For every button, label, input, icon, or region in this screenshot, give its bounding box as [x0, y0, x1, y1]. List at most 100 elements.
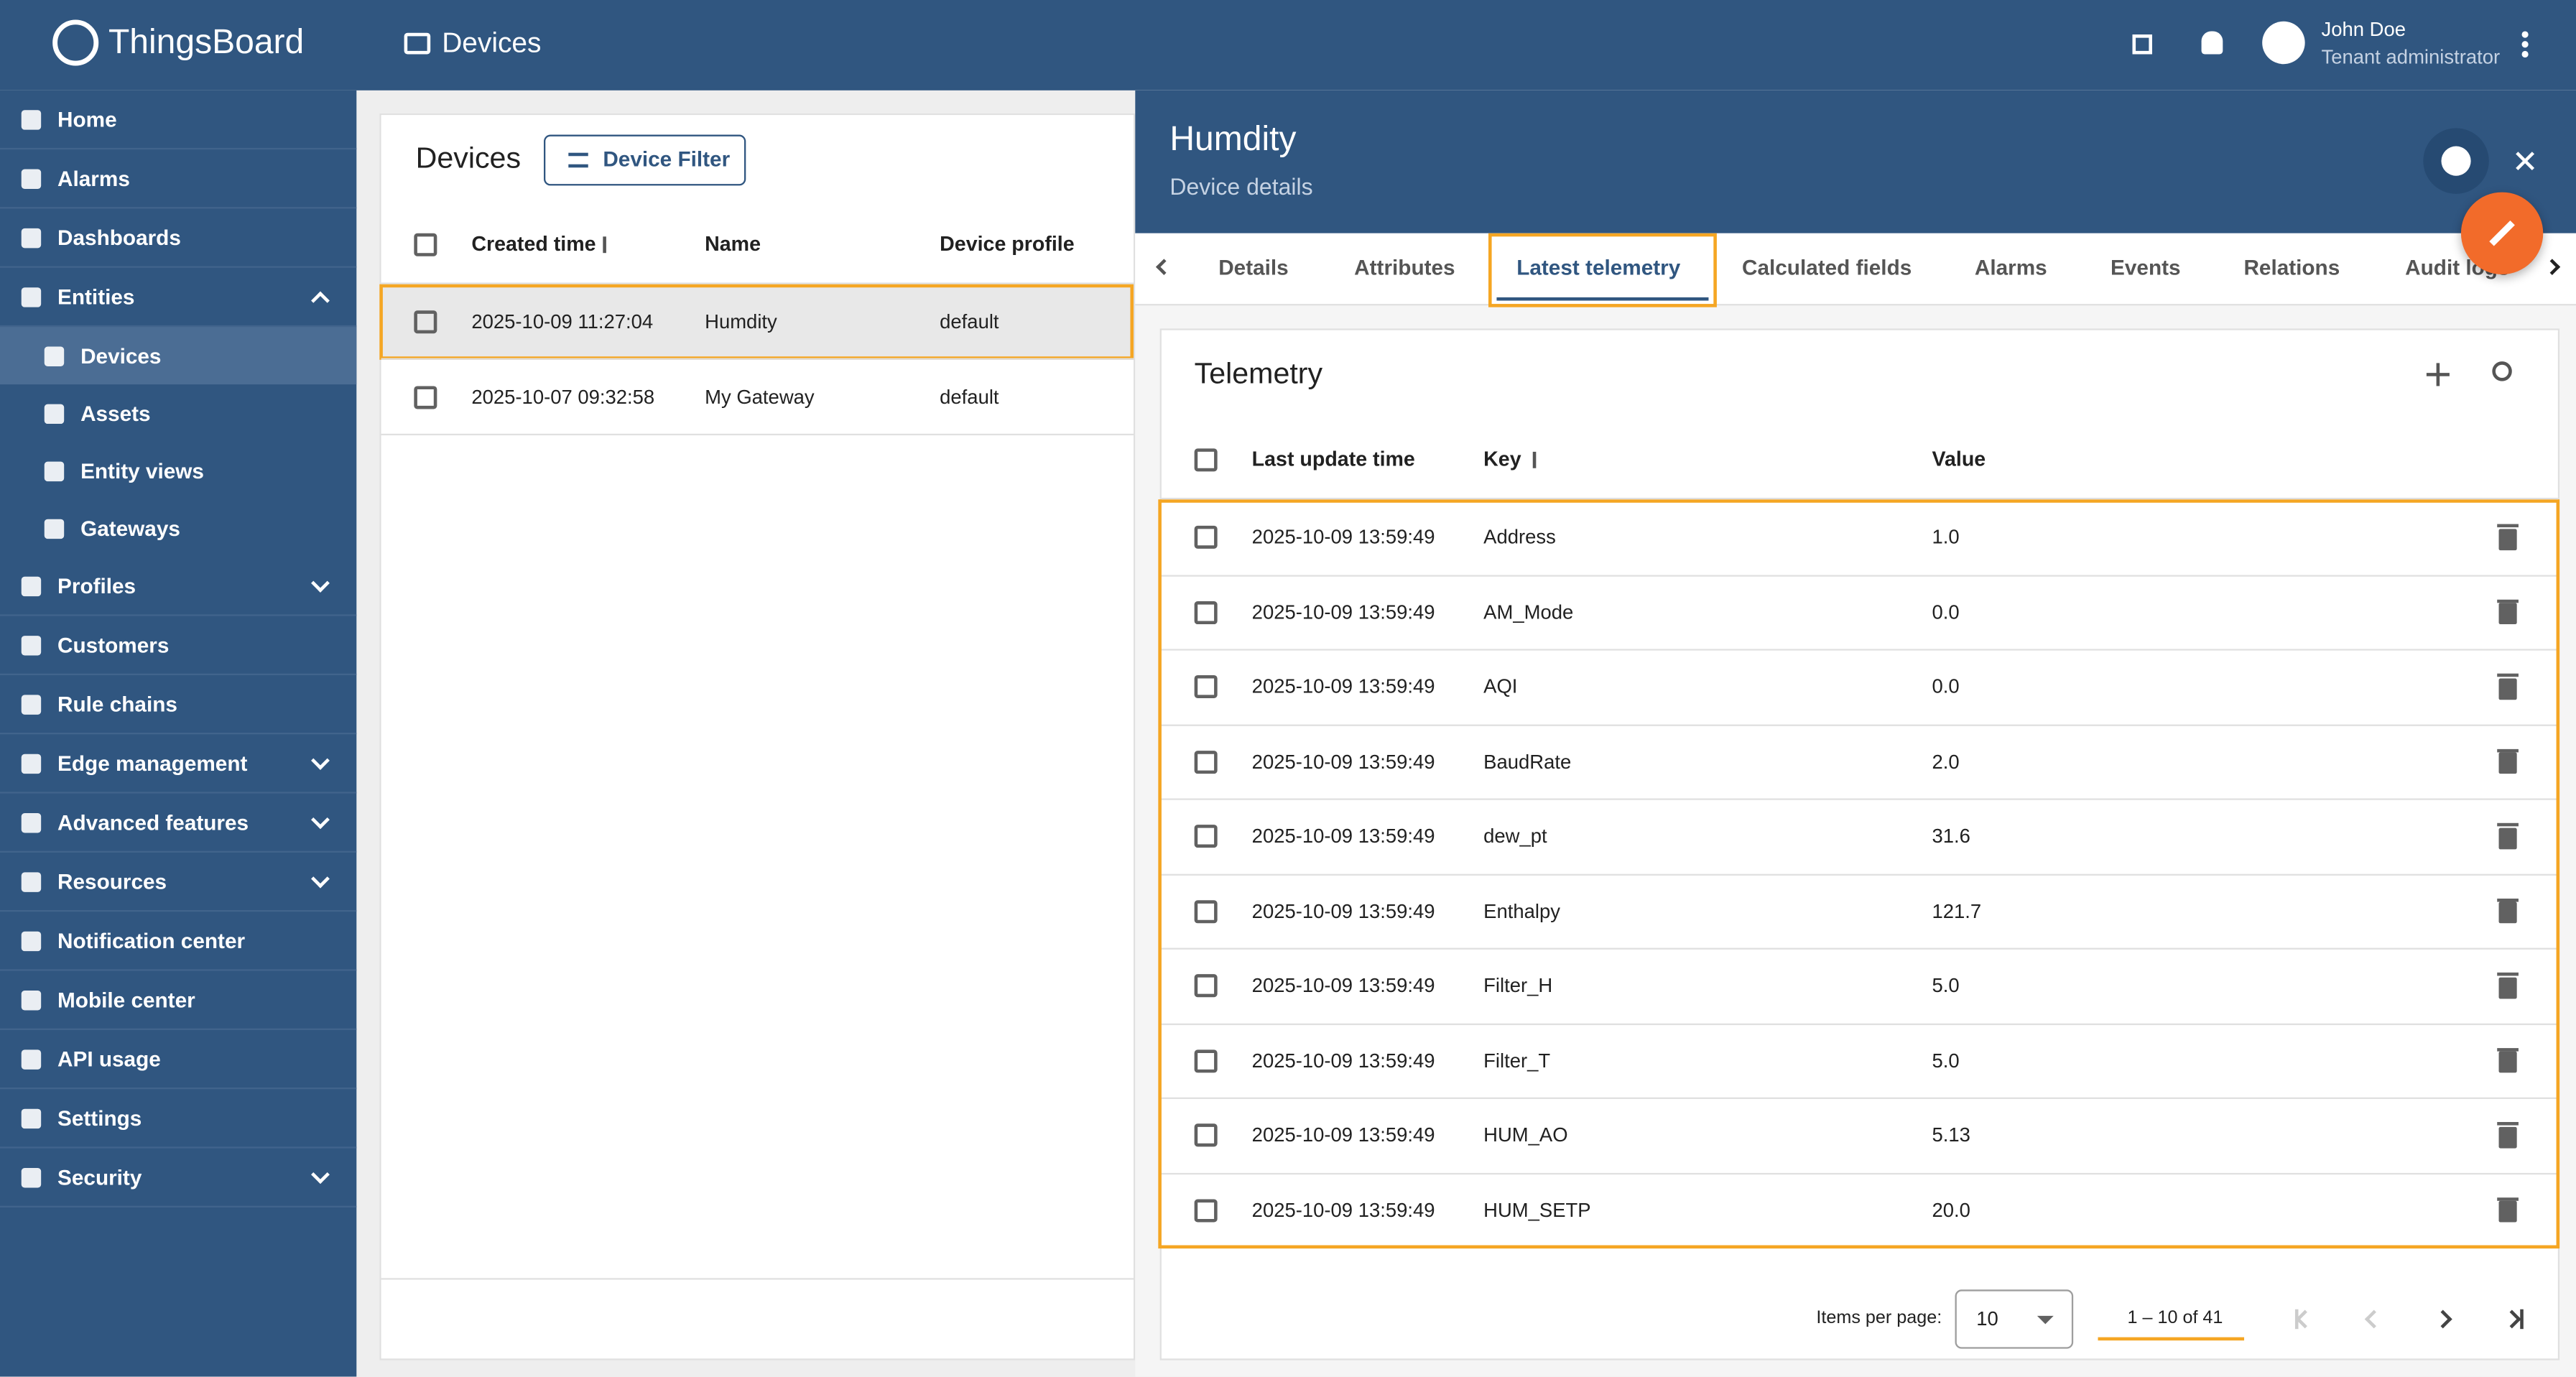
- menu-item[interactable]: Notification center: [57, 928, 246, 953]
- delete-button[interactable]: [2496, 673, 2518, 677]
- delete-button[interactable]: [2496, 748, 2518, 752]
- tab[interactable]: Latest telemetry: [1516, 254, 1681, 280]
- delete-button[interactable]: [2498, 827, 2516, 849]
- page-range: 1 – 10 of 41: [2127, 1308, 2223, 1328]
- menu-item[interactable]: Gateways: [80, 515, 180, 540]
- items-per-page-label: Items per page:: [1816, 1308, 1942, 1328]
- menu-item[interactable]: Rule chains: [57, 692, 177, 717]
- menu-item[interactable]: Settings: [57, 1105, 142, 1131]
- cell: 5.0: [1932, 973, 1960, 997]
- cell: HUM_SETP: [1483, 1197, 1591, 1221]
- cell: 2025-10-09 11:27:04: [471, 310, 654, 333]
- delete-button[interactable]: [2496, 1197, 2518, 1200]
- checkbox[interactable]: [1194, 1198, 1218, 1222]
- fullscreen-button[interactable]: [2132, 34, 2152, 55]
- menu-item[interactable]: Home: [57, 107, 117, 132]
- delete-button[interactable]: [2498, 1126, 2516, 1148]
- sidebar-divider: [0, 1146, 357, 1149]
- delete-button[interactable]: [2496, 1122, 2518, 1126]
- avatar[interactable]: [2262, 21, 2305, 65]
- telemetry-title: Telemetry: [1194, 356, 1323, 390]
- search-button[interactable]: [2492, 361, 2512, 381]
- column-header[interactable]: Created time: [471, 232, 596, 256]
- menu-dot[interactable]: [2521, 31, 2529, 38]
- column-header[interactable]: Value: [1932, 448, 1986, 471]
- tab[interactable]: Calculated fields: [1741, 254, 1912, 280]
- delete-button[interactable]: [2498, 901, 2516, 924]
- delete-button[interactable]: [2496, 972, 2518, 976]
- menu-item[interactable]: Assets: [80, 400, 151, 425]
- tab[interactable]: Alarms: [1974, 254, 2047, 280]
- checkbox[interactable]: [414, 386, 437, 409]
- cell: 2025-10-09 13:59:49: [1251, 1197, 1435, 1221]
- menu-item[interactable]: Devices: [80, 343, 162, 368]
- delete-button[interactable]: [2496, 1047, 2518, 1051]
- add-button[interactable]: [2436, 363, 2440, 386]
- menu-item[interactable]: Advanced features: [57, 810, 249, 835]
- checkbox[interactable]: [1194, 674, 1218, 698]
- menu-item[interactable]: API usage: [57, 1047, 161, 1072]
- page-title: Devices: [442, 27, 542, 59]
- telemetry-highlight: [1158, 499, 2560, 1249]
- checkbox[interactable]: [1194, 1049, 1218, 1072]
- menu-item[interactable]: Entities: [57, 284, 135, 310]
- checkbox[interactable]: [1194, 525, 1218, 549]
- checkbox[interactable]: [1194, 974, 1218, 998]
- menu-dot[interactable]: [2521, 41, 2529, 48]
- menu-item[interactable]: Edge management: [57, 751, 248, 776]
- delete-button[interactable]: [2496, 598, 2518, 603]
- help-icon[interactable]: [2441, 146, 2471, 176]
- cell[interactable]: Humdity: [705, 310, 777, 333]
- row-divider: [1161, 649, 2558, 651]
- menu-item[interactable]: Customers: [57, 632, 170, 658]
- delete-button[interactable]: [2498, 1051, 2516, 1073]
- delete-button[interactable]: [2496, 897, 2518, 901]
- cell: 31.6: [1932, 824, 1970, 848]
- menu-item[interactable]: Security: [57, 1164, 142, 1190]
- checkbox[interactable]: [1194, 1123, 1218, 1147]
- delete-button[interactable]: [2498, 677, 2516, 700]
- cell: 5.0: [1932, 1048, 1960, 1072]
- menu-item[interactable]: Profiles: [57, 573, 136, 598]
- menu-item[interactable]: Mobile center: [57, 987, 195, 1013]
- delete-button[interactable]: [2498, 603, 2516, 625]
- checkbox[interactable]: [1194, 448, 1218, 472]
- delete-button[interactable]: [2496, 822, 2518, 827]
- delete-button[interactable]: [2498, 752, 2516, 774]
- filter-button[interactable]: [543, 134, 746, 186]
- row-divider: [1161, 723, 2558, 725]
- menu-item[interactable]: Resources: [57, 869, 167, 894]
- cell[interactable]: My Gateway: [705, 385, 815, 409]
- delete-button[interactable]: [2498, 1200, 2516, 1223]
- column-header[interactable]: Device profile: [940, 232, 1075, 256]
- tab[interactable]: Details: [1218, 254, 1289, 280]
- checkbox[interactable]: [414, 310, 437, 334]
- column-header[interactable]: Key: [1483, 448, 1521, 471]
- column-header[interactable]: Last update time: [1251, 448, 1415, 471]
- checkbox[interactable]: [414, 233, 437, 256]
- menu-dot[interactable]: [2521, 50, 2529, 58]
- checkbox[interactable]: [1194, 899, 1218, 923]
- tab[interactable]: Attributes: [1354, 254, 1455, 280]
- delete-button[interactable]: [2496, 524, 2518, 528]
- menu-item[interactable]: Entity views: [80, 458, 204, 483]
- checkbox[interactable]: [1194, 750, 1218, 774]
- menu-icon: [21, 754, 42, 774]
- column-header[interactable]: Name: [705, 232, 761, 256]
- menu-item[interactable]: Dashboards: [57, 225, 181, 251]
- notifications-button[interactable]: [2200, 31, 2223, 55]
- details-subtitle: Device details: [1169, 173, 1313, 200]
- delete-button[interactable]: [2498, 976, 2516, 998]
- page-nav-button: [2294, 1309, 2299, 1330]
- row-divider: [1161, 574, 2558, 576]
- tab[interactable]: Events: [2111, 254, 2181, 280]
- delete-button[interactable]: [2498, 528, 2516, 550]
- page-size-select[interactable]: [1955, 1289, 2074, 1349]
- checkbox[interactable]: [1194, 825, 1218, 848]
- tab[interactable]: Relations: [2243, 254, 2340, 280]
- cell: default: [940, 310, 999, 333]
- checkbox[interactable]: [1194, 600, 1218, 623]
- footer-divider: [381, 1278, 1134, 1280]
- menu-item[interactable]: Alarms: [57, 166, 130, 191]
